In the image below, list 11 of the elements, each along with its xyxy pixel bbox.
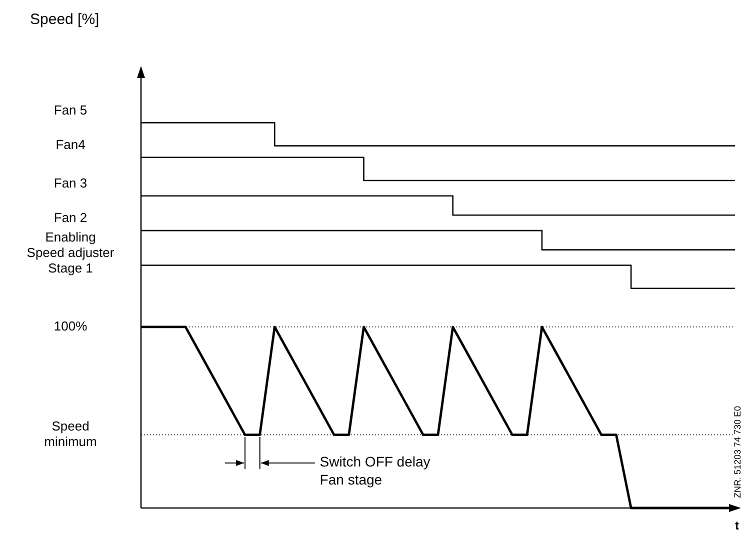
- text: Speed minimum: [44, 418, 97, 450]
- text: Fan 2: [54, 210, 88, 226]
- text: Speed [%]: [30, 11, 100, 28]
- text: 100%: [54, 318, 88, 334]
- text: Fan4: [56, 136, 86, 152]
- annotation: Switch OFF delay Fan stage: [320, 454, 430, 488]
- x-axis-title: t: [735, 518, 739, 532]
- annotation: ZNR. 51203 74 730 E0: [732, 406, 742, 498]
- text: Enabling Speed adjuster Stage 1: [26, 229, 115, 276]
- text: Fan 3: [54, 175, 88, 190]
- text: Fan 5: [54, 102, 88, 118]
